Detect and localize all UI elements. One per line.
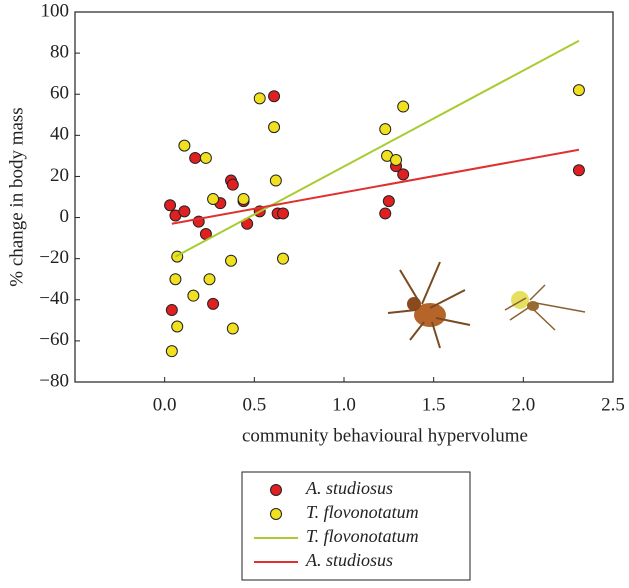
legend-label: A. studiosus: [305, 550, 393, 570]
point: [165, 345, 178, 358]
legend-swatch: [270, 508, 282, 520]
x-tick-label: 0.5: [242, 394, 266, 415]
point: [226, 322, 239, 335]
legend-label: T. flovonotatum: [306, 502, 419, 522]
point: [171, 320, 184, 333]
point: [572, 164, 585, 177]
point: [189, 151, 202, 164]
point: [379, 207, 392, 220]
point: [269, 174, 282, 187]
y-tick-label: −60: [39, 329, 69, 350]
legend-swatch: [270, 484, 282, 496]
point: [268, 90, 281, 103]
point: [226, 178, 239, 191]
point: [397, 168, 410, 181]
point: [253, 92, 266, 105]
legend-label: A. studiosus: [305, 478, 393, 498]
x-tick-label: 1.5: [422, 394, 446, 415]
fit-line: [174, 39, 580, 258]
plot-frame: [74, 11, 614, 383]
point: [225, 254, 238, 267]
point: [199, 151, 212, 164]
point: [277, 207, 290, 220]
y-tick-label: 40: [50, 124, 69, 145]
y-tick-label: 100: [41, 0, 70, 21]
y-tick-label: 80: [50, 41, 69, 62]
spider-icons: [387, 261, 586, 349]
y-tick-label: 0: [60, 206, 70, 227]
fit-line: [171, 148, 580, 225]
x-tick-label: 2.5: [601, 394, 625, 415]
x-axis-label: community behavioural hypervolume: [242, 425, 528, 446]
point: [207, 297, 220, 310]
y-tick-label: −80: [39, 370, 69, 391]
y-tick-label: 20: [50, 165, 69, 186]
point: [572, 84, 585, 97]
y-tick-label: 60: [50, 83, 69, 104]
point: [203, 273, 216, 286]
x-tick-label: 1.0: [332, 394, 356, 415]
point: [164, 199, 177, 212]
point: [237, 193, 250, 206]
y-tick-label: −40: [39, 288, 69, 309]
point: [187, 289, 200, 302]
point: [268, 121, 281, 134]
point: [169, 273, 182, 286]
point: [165, 304, 178, 317]
y-tick-label: −20: [39, 247, 69, 268]
point: [277, 252, 290, 265]
point: [207, 193, 220, 206]
point: [390, 154, 403, 166]
point: [379, 123, 392, 136]
point: [178, 205, 191, 218]
point: [397, 100, 410, 113]
x-tick-label: 0.0: [153, 394, 177, 415]
x-tick-label: 2.0: [511, 394, 535, 415]
legend-label: T. flovonotatum: [306, 526, 419, 546]
point: [178, 139, 191, 152]
point: [382, 195, 395, 208]
y-axis-label: % change in body mass: [6, 107, 27, 286]
